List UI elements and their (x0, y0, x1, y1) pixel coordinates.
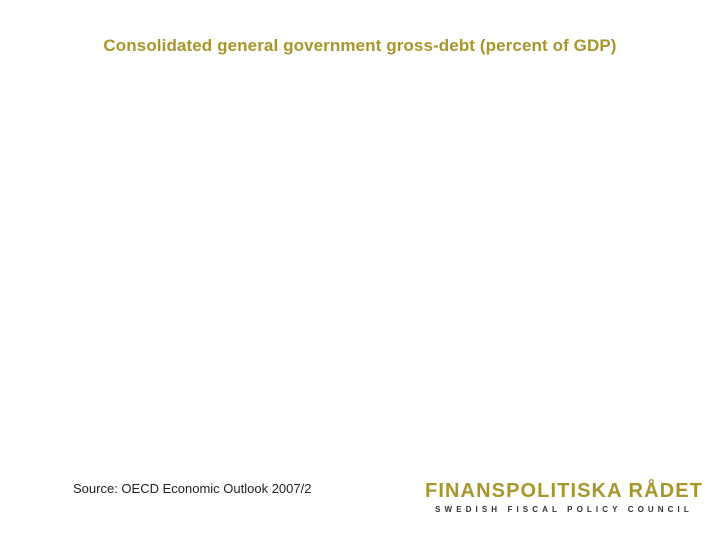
logo-name: FINANSPOLITISKA RÅDET (425, 480, 703, 502)
slide-content-area (0, 70, 720, 470)
slide-title: Consolidated general government gross-de… (103, 36, 617, 55)
council-logo: FINANSPOLITISKA RÅDET SWEDISH FISCAL POL… (424, 480, 704, 520)
logo-subtitle: SWEDISH FISCAL POLICY COUNCIL (435, 505, 693, 514)
source-note: Source: OECD Economic Outlook 2007/2 (73, 481, 312, 496)
